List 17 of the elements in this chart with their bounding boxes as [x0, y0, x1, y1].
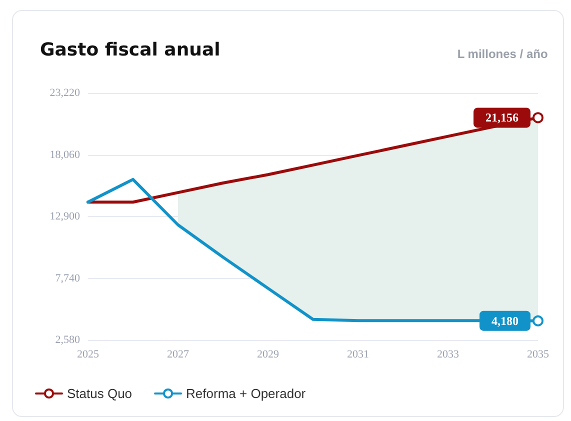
data-label: 4,180 — [492, 314, 518, 328]
x-tick-label: 2033 — [437, 348, 460, 360]
y-tick-label: 7,740 — [55, 272, 80, 284]
chart-title: Gasto fiscal anual — [40, 40, 220, 60]
y-tick-label: 23,220 — [50, 87, 80, 99]
x-tick-label: 2029 — [257, 348, 280, 360]
x-tick-label: 2035 — [527, 348, 550, 360]
y-tick-label: 12,900 — [50, 210, 80, 222]
x-tick-label: 2025 — [77, 348, 100, 360]
legend-label: Status Quo — [67, 386, 132, 401]
x-tick-label: 2027 — [167, 348, 190, 360]
y-tick-label: 18,060 — [50, 148, 80, 161]
data-label: 21,156 — [486, 110, 518, 125]
x-tick-label: 2031 — [347, 348, 369, 360]
legend-label: Reforma + Operador — [186, 386, 306, 401]
y-tick-label: 2,580 — [55, 334, 80, 346]
chart-subtitle: L millones / año — [457, 47, 548, 61]
